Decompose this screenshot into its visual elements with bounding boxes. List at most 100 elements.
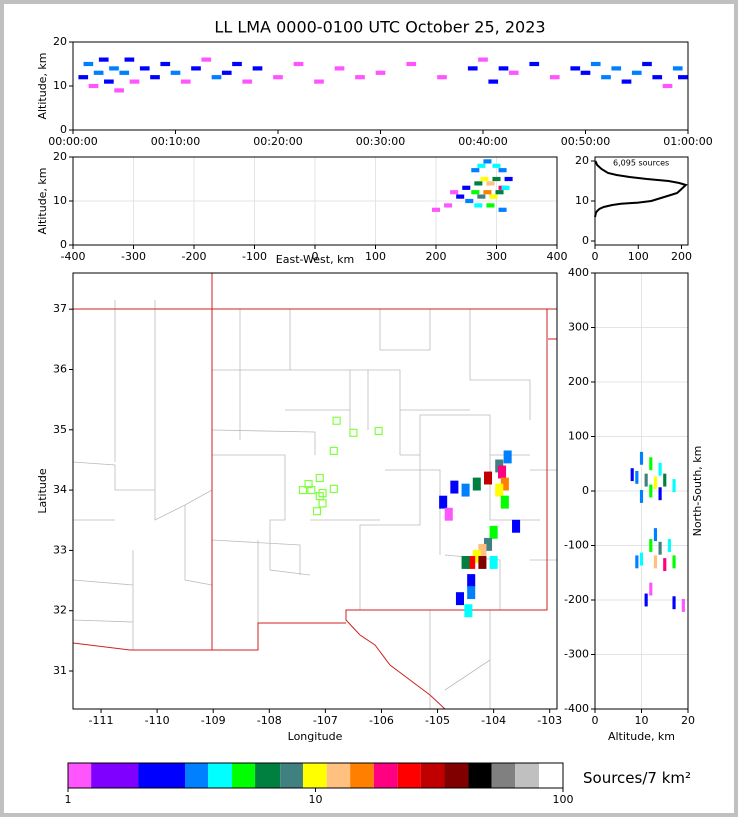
y-axis-label: Altitude, km [36, 52, 49, 119]
density-cell [139, 66, 150, 71]
colorbar-segment [91, 763, 139, 788]
density-cell [201, 57, 212, 62]
density-cell [483, 159, 492, 164]
density-cell [478, 556, 487, 569]
state-lines [73, 273, 557, 709]
density-cell [461, 483, 470, 497]
x-tick-label: -400 [61, 250, 86, 263]
map [73, 273, 557, 709]
density-cell [501, 185, 510, 190]
density-cell [649, 457, 653, 471]
density-cell [78, 75, 89, 80]
density-cell [478, 543, 487, 557]
y-tick-label: -100 [564, 539, 589, 552]
density-cell [406, 61, 417, 67]
density-cell [93, 70, 104, 75]
density-cell [498, 207, 507, 212]
density-cell [109, 66, 119, 71]
y-tick-label: 33 [53, 543, 67, 556]
y-axis-label: Altitude, km [36, 167, 49, 234]
county-lines [73, 300, 557, 709]
colorbar-segment [138, 763, 186, 788]
density-cell [477, 194, 486, 199]
density-cell [467, 66, 478, 71]
density-cell [672, 66, 683, 71]
density-cell [635, 470, 639, 484]
density-cell [477, 163, 486, 168]
density-cell [464, 604, 473, 618]
density-cell [124, 57, 135, 62]
density-cell [232, 61, 242, 67]
x-axis-label: Altitude, km [608, 730, 675, 743]
density-cell [639, 451, 644, 465]
x-tick-label: 00:00:00 [48, 135, 97, 148]
density-cell [570, 66, 581, 71]
x-tick-label: 00:50:00 [561, 135, 610, 148]
plot-frame [72, 272, 558, 710]
y-tick-label: 20 [53, 35, 67, 48]
colorbar-segment [232, 763, 256, 788]
density-cell [644, 593, 648, 607]
density-cell [119, 70, 130, 75]
density-cell [83, 61, 94, 67]
density-cell [621, 79, 632, 84]
density-cell [489, 556, 498, 569]
x-axis-label: Longitude [288, 730, 343, 743]
density-cell [649, 582, 653, 596]
density-cell [653, 528, 658, 542]
station [307, 485, 316, 495]
station [332, 416, 341, 425]
station [312, 507, 322, 516]
density-cell [492, 163, 501, 168]
x-tick-label: 10 [635, 714, 649, 727]
x-tick-label: 0 [592, 714, 599, 727]
density-cell [495, 190, 504, 195]
density-cell [462, 185, 471, 190]
colorbar-segment [185, 763, 209, 788]
density-cell [498, 465, 507, 479]
density-cell [467, 586, 476, 600]
y-tick-label: 0 [60, 238, 67, 251]
density-cell [439, 495, 448, 509]
y-tick-label: 34 [53, 483, 67, 496]
density-cell [580, 70, 591, 75]
y-tick-label: 0 [60, 123, 67, 136]
density-cell [630, 468, 634, 482]
density-cell [104, 79, 114, 84]
density-cell [474, 181, 483, 186]
density-cell [653, 476, 658, 490]
colorbar-segment [491, 763, 516, 788]
density-cell [529, 61, 540, 67]
density-cell [471, 190, 480, 195]
x-tick-label: 100 [553, 793, 574, 806]
density-cell [492, 176, 501, 182]
density-cell [504, 176, 513, 182]
x-tick-label: -108 [257, 714, 282, 727]
density-cell [437, 75, 447, 80]
density-cell [678, 75, 688, 80]
density-cell [242, 79, 253, 84]
density-cell [191, 66, 201, 71]
density-cell [114, 88, 124, 93]
x-tick-label: 0 [312, 250, 319, 263]
colorbar-segment [420, 763, 445, 788]
x-tick-label: -110 [145, 714, 170, 727]
y-tick-label: 36 [53, 362, 67, 375]
density-cell [450, 480, 459, 494]
colorbar-segment [255, 763, 281, 788]
density-cell [508, 70, 519, 75]
density-cell [474, 203, 483, 208]
density-cell [642, 61, 652, 67]
density-cell [483, 471, 493, 485]
x-tick-label: 200 [426, 250, 447, 263]
density-cell [672, 479, 676, 492]
density-cell [150, 75, 160, 80]
density-cell [483, 190, 492, 195]
y-tick-label: -300 [564, 648, 589, 661]
colorbar-segment [350, 763, 374, 788]
x-tick-label: -300 [121, 250, 146, 263]
colorbar-segment [280, 763, 303, 788]
density-cell [590, 61, 601, 67]
density-cell [478, 57, 488, 62]
y-tick-label: 10 [53, 194, 67, 207]
